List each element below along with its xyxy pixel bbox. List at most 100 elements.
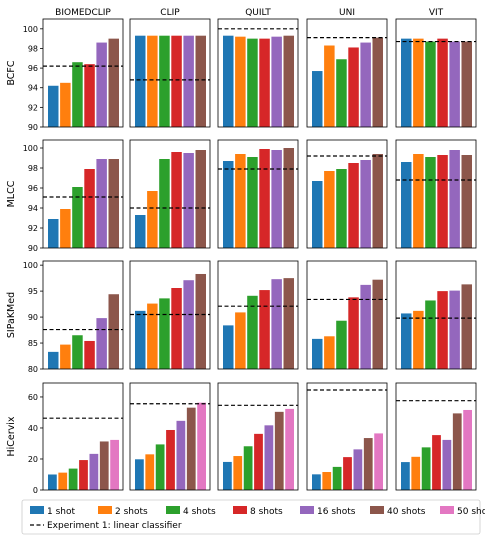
bar-vit-2-shots <box>413 38 424 127</box>
y-tick-label: 90 <box>28 313 38 322</box>
bar-biomedclip-1-shot <box>48 351 59 369</box>
bar-uni-16-shots <box>353 449 363 490</box>
panel-mlcc-clip <box>129 139 211 249</box>
bar-clip-1-shot <box>135 310 146 369</box>
legend-label-8-shots: 8 shots <box>250 507 283 517</box>
bar-vit-16-shots <box>442 439 452 490</box>
bar-uni-1-shot <box>312 71 323 127</box>
panel-sipakmed-quilt <box>217 260 299 370</box>
bar-biomedclip-4-shots <box>72 187 83 248</box>
bar-uni-2-shots <box>322 472 332 490</box>
bar-uni-40-shots <box>363 438 373 490</box>
bar-quilt-16-shots <box>271 150 282 248</box>
panel-bcfc-uni <box>306 18 388 128</box>
bar-biomedclip-16-shots <box>89 453 99 490</box>
bar-clip-8-shots <box>171 288 182 369</box>
bar-vit-40-shots <box>461 284 472 369</box>
column-title-clip: CLIP <box>160 8 180 18</box>
bar-vit-40-shots <box>461 41 472 127</box>
bar-quilt-40-shots <box>283 278 294 369</box>
legend-label-baseline: Experiment 1: linear classifier <box>47 521 182 531</box>
legend-label-40-shots: 40 shots <box>387 507 426 517</box>
panel-hicervix-quilt <box>217 382 299 491</box>
bar-clip-16-shots <box>183 153 194 248</box>
bar-quilt-1-shot <box>223 325 234 369</box>
bar-biomedclip-40-shots <box>108 294 119 369</box>
bar-quilt-1-shot <box>223 461 232 490</box>
bar-clip-2-shots <box>147 191 158 248</box>
legend-label-50-shots: 50 shots <box>457 507 485 517</box>
bar-uni-1-shot <box>312 338 323 369</box>
bar-clip-8-shots <box>171 35 182 127</box>
legend-swatch-40-shots <box>370 506 384 514</box>
panel-mlcc-quilt <box>217 139 299 249</box>
bar-biomedclip-40-shots <box>99 441 109 490</box>
row-label-sipakmed: SIPaKMed <box>6 292 17 338</box>
bar-quilt-4-shots <box>247 38 258 127</box>
y-tick-label: 95 <box>28 287 38 296</box>
row-label-mlcc: MLCC <box>6 180 17 207</box>
bar-vit-1-shot <box>401 313 412 369</box>
y-tick-label: 40 <box>28 424 38 433</box>
legend-label-1-shot: 1 shot <box>47 507 75 517</box>
panel-frame <box>217 139 299 249</box>
y-tick-label: 100 <box>23 144 38 153</box>
y-tick-label: 94 <box>28 84 38 93</box>
bar-quilt-16-shots <box>271 279 282 369</box>
panel-bcfc-biomedclip <box>42 18 124 128</box>
legend-label-16-shots: 16 shots <box>317 507 356 517</box>
bar-clip-2-shots <box>147 303 158 369</box>
bar-biomedclip-1-shot <box>48 219 59 248</box>
legend-box <box>21 499 481 535</box>
bar-vit-2-shots <box>413 310 424 369</box>
bar-uni-50-shots <box>374 433 383 490</box>
panel-sipakmed-biomedclip <box>42 260 124 370</box>
bar-uni-1-shot <box>312 474 321 490</box>
panel-hicervix-uni <box>306 382 388 491</box>
bar-biomedclip-2-shots <box>60 82 71 127</box>
bar-vit-2-shots <box>413 154 424 248</box>
bar-quilt-4-shots <box>247 295 258 369</box>
bar-vit-16-shots <box>449 41 460 127</box>
bar-vit-1-shot <box>401 162 412 248</box>
bar-uni-1-shot <box>312 181 323 248</box>
bar-biomedclip-50-shots <box>110 439 119 490</box>
panel-frame <box>306 18 388 128</box>
panel-frame <box>42 139 124 249</box>
bar-vit-50-shots <box>463 409 472 490</box>
y-tick-label: 20 <box>28 455 38 464</box>
bar-vit-8-shots <box>437 291 448 369</box>
panel-frame <box>129 18 211 128</box>
bar-quilt-1-shot <box>223 161 234 248</box>
bar-quilt-8-shots <box>259 290 270 369</box>
panel-frame <box>395 260 477 370</box>
y-tick-label: 85 <box>28 339 38 348</box>
bar-clip-16-shots <box>183 35 194 127</box>
bar-uni-8-shots <box>348 297 359 369</box>
y-tick-label: 92 <box>28 224 38 233</box>
panel-frame <box>395 382 477 491</box>
panel-frame <box>42 18 124 128</box>
bar-clip-4-shots <box>155 444 165 490</box>
y-tick-label: 96 <box>28 184 38 193</box>
bar-uni-8-shots <box>343 457 352 490</box>
bar-biomedclip-2-shots <box>60 209 71 248</box>
bar-clip-4-shots <box>159 159 170 248</box>
bar-vit-2-shots <box>411 456 421 490</box>
y-tick-label: 96 <box>28 64 38 73</box>
panel-bcfc-quilt <box>217 18 299 128</box>
bar-vit-40-shots <box>461 155 472 248</box>
bar-biomedclip-8-shots <box>84 64 95 127</box>
panel-frame <box>42 260 124 370</box>
bar-uni-2-shots <box>324 45 335 128</box>
panel-frame <box>395 139 477 249</box>
bar-uni-4-shots <box>336 320 347 369</box>
bar-quilt-4-shots <box>243 446 253 490</box>
bar-biomedclip-8-shots <box>79 460 88 490</box>
y-tick-label: 100 <box>23 25 38 34</box>
y-tick-label: 98 <box>28 164 38 173</box>
bar-biomedclip-1-shot <box>48 85 59 127</box>
y-tick-label: 92 <box>28 103 38 112</box>
bar-uni-4-shots <box>336 169 347 248</box>
